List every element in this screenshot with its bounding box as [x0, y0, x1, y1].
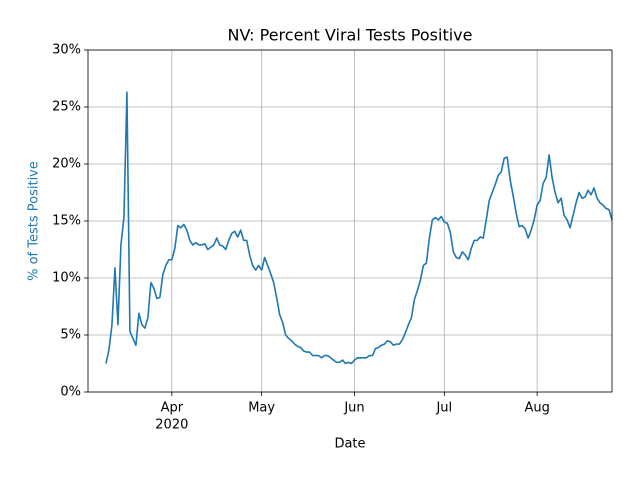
y-axis-label: % of Tests Positive — [27, 161, 42, 281]
y-tick-label: 30% — [52, 43, 81, 58]
y-tick-label: 20% — [52, 157, 81, 172]
y-tick-label: 15% — [52, 214, 81, 229]
data-line — [105, 91, 613, 365]
chart-title: NV: Percent Viral Tests Positive — [228, 26, 473, 45]
y-tick-label: 5% — [60, 328, 81, 343]
x-tick-label: Aug — [524, 401, 549, 416]
x-year-label: 2020 — [155, 418, 188, 433]
x-tick-label: Apr — [161, 401, 184, 416]
x-tick-label: Jun — [343, 401, 364, 416]
y-tick-label: 0% — [60, 385, 81, 400]
x-tick-label: Jul — [435, 401, 452, 416]
plot-frame — [87, 49, 613, 393]
x-axis-label: Date — [334, 437, 365, 452]
y-tick-label: 25% — [52, 100, 81, 115]
y-tick-label: 10% — [52, 271, 81, 286]
x-tick-label: May — [248, 401, 275, 416]
